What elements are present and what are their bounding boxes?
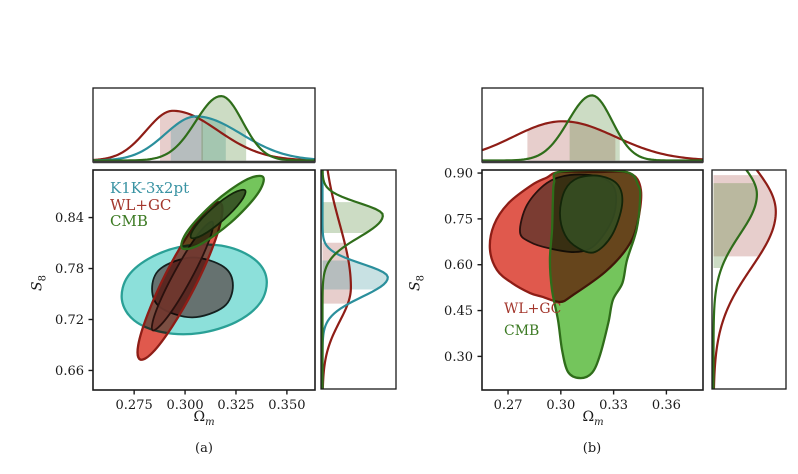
legend-a: K1K-3x2pt WL+GC CMB xyxy=(110,180,189,230)
contour-inner-fill-CMB xyxy=(190,189,246,239)
band-right-K1K-3x2pt xyxy=(322,260,388,290)
omega-symbol-b: Ω xyxy=(582,409,595,425)
contour-inner-line-K1K-3x2pt xyxy=(151,256,234,319)
omega-subscript-b: m xyxy=(594,416,604,428)
y-tick-label-a: 0.66 xyxy=(55,364,84,379)
panel-caption-a: (a) xyxy=(195,441,213,456)
legend-a-item-0: K1K-3x2pt xyxy=(110,179,190,197)
top-marginal-a xyxy=(93,94,315,162)
curve-top-WL+GC xyxy=(482,120,703,161)
x-tick-label-a: 0.350 xyxy=(268,398,305,413)
band-right-CMB xyxy=(713,183,757,268)
curve-right-WL+GC xyxy=(321,170,353,389)
right-marginal-frame-a xyxy=(320,169,397,390)
y-tick-label-b: 0.60 xyxy=(444,258,473,273)
x-tick-label-b: 0.36 xyxy=(652,398,681,413)
curve-right-CMB xyxy=(712,170,759,389)
legend-b: WL+GC CMB xyxy=(504,298,561,342)
x-tick-label-b: 0.33 xyxy=(599,398,628,413)
y-tick-label-a: 0.84 xyxy=(55,211,84,226)
legend-b-item-0: WL+GC xyxy=(504,301,562,317)
contour-inner-line-CMB xyxy=(559,174,624,254)
x-tick-label-a: 0.275 xyxy=(116,398,153,413)
legend-a-item-2: CMB xyxy=(110,212,148,230)
s8-symbol-a: S xyxy=(29,281,46,291)
x-tick-label-a: 0.325 xyxy=(217,398,254,413)
legend-b-item-1: CMB xyxy=(504,323,540,339)
curve-top-CMB xyxy=(482,94,703,162)
legend-a-item-1: WL+GC xyxy=(110,195,172,214)
y-tick-label-a: 0.78 xyxy=(55,262,84,277)
y-tick-label-b: 0.45 xyxy=(444,304,473,319)
right-marginal-frame-b xyxy=(711,169,787,390)
curve-top-CMB xyxy=(93,94,315,162)
y-axis-label-b: S8 xyxy=(408,275,427,291)
x-axis-label-a: Ωm xyxy=(193,409,214,428)
main-frame-b xyxy=(481,169,704,391)
top-marginal-b xyxy=(482,94,703,162)
x-tick-label-a: 0.300 xyxy=(166,398,203,413)
s8-subscript-b: 8 xyxy=(415,275,427,282)
contour-inner-fill-CMB xyxy=(559,175,623,253)
main-panel-b xyxy=(488,170,643,380)
contour-inner-line-CMB xyxy=(189,188,247,240)
main-panel-a xyxy=(120,174,268,361)
s8-subscript-a: 8 xyxy=(37,275,49,282)
right-marginal-b xyxy=(712,170,777,389)
y-tick-label-a: 0.72 xyxy=(55,313,84,328)
y-axis-label-a: S8 xyxy=(30,275,49,291)
contour-outer-line-CMB xyxy=(548,170,642,380)
contour-outer-line-K1K-3x2pt xyxy=(120,243,268,336)
panel-caption-b: (b) xyxy=(582,441,602,456)
band-top-CMB xyxy=(201,96,247,161)
band-right-CMB xyxy=(322,202,383,233)
s8-symbol-b: S xyxy=(407,281,424,291)
band-top-WL+GC xyxy=(527,121,616,161)
x-tick-label-b: 0.27 xyxy=(494,398,523,413)
curve-top-WL+GC xyxy=(93,109,315,162)
x-tick-label-b: 0.30 xyxy=(546,398,575,413)
y-tick-label-b: 0.30 xyxy=(444,350,473,365)
y-tick-label-b: 0.90 xyxy=(444,167,473,182)
contour-inner-fill-WL+GC xyxy=(151,221,214,331)
curve-top-K1K-3x2pt xyxy=(93,115,315,162)
omega-subscript-a: m xyxy=(205,416,215,428)
x-axis-label-b: Ωm xyxy=(582,409,603,428)
right-marginal-a xyxy=(321,170,389,389)
band-top-WL+GC xyxy=(160,110,203,161)
omega-symbol-a: Ω xyxy=(193,409,206,425)
band-right-WL+GC xyxy=(713,175,776,257)
curve-right-WL+GC xyxy=(712,170,777,389)
curve-right-CMB xyxy=(321,170,384,389)
y-tick-label-b: 0.75 xyxy=(444,212,473,227)
contour-outer-line-CMB xyxy=(180,174,265,251)
main-frame-a xyxy=(92,169,316,391)
